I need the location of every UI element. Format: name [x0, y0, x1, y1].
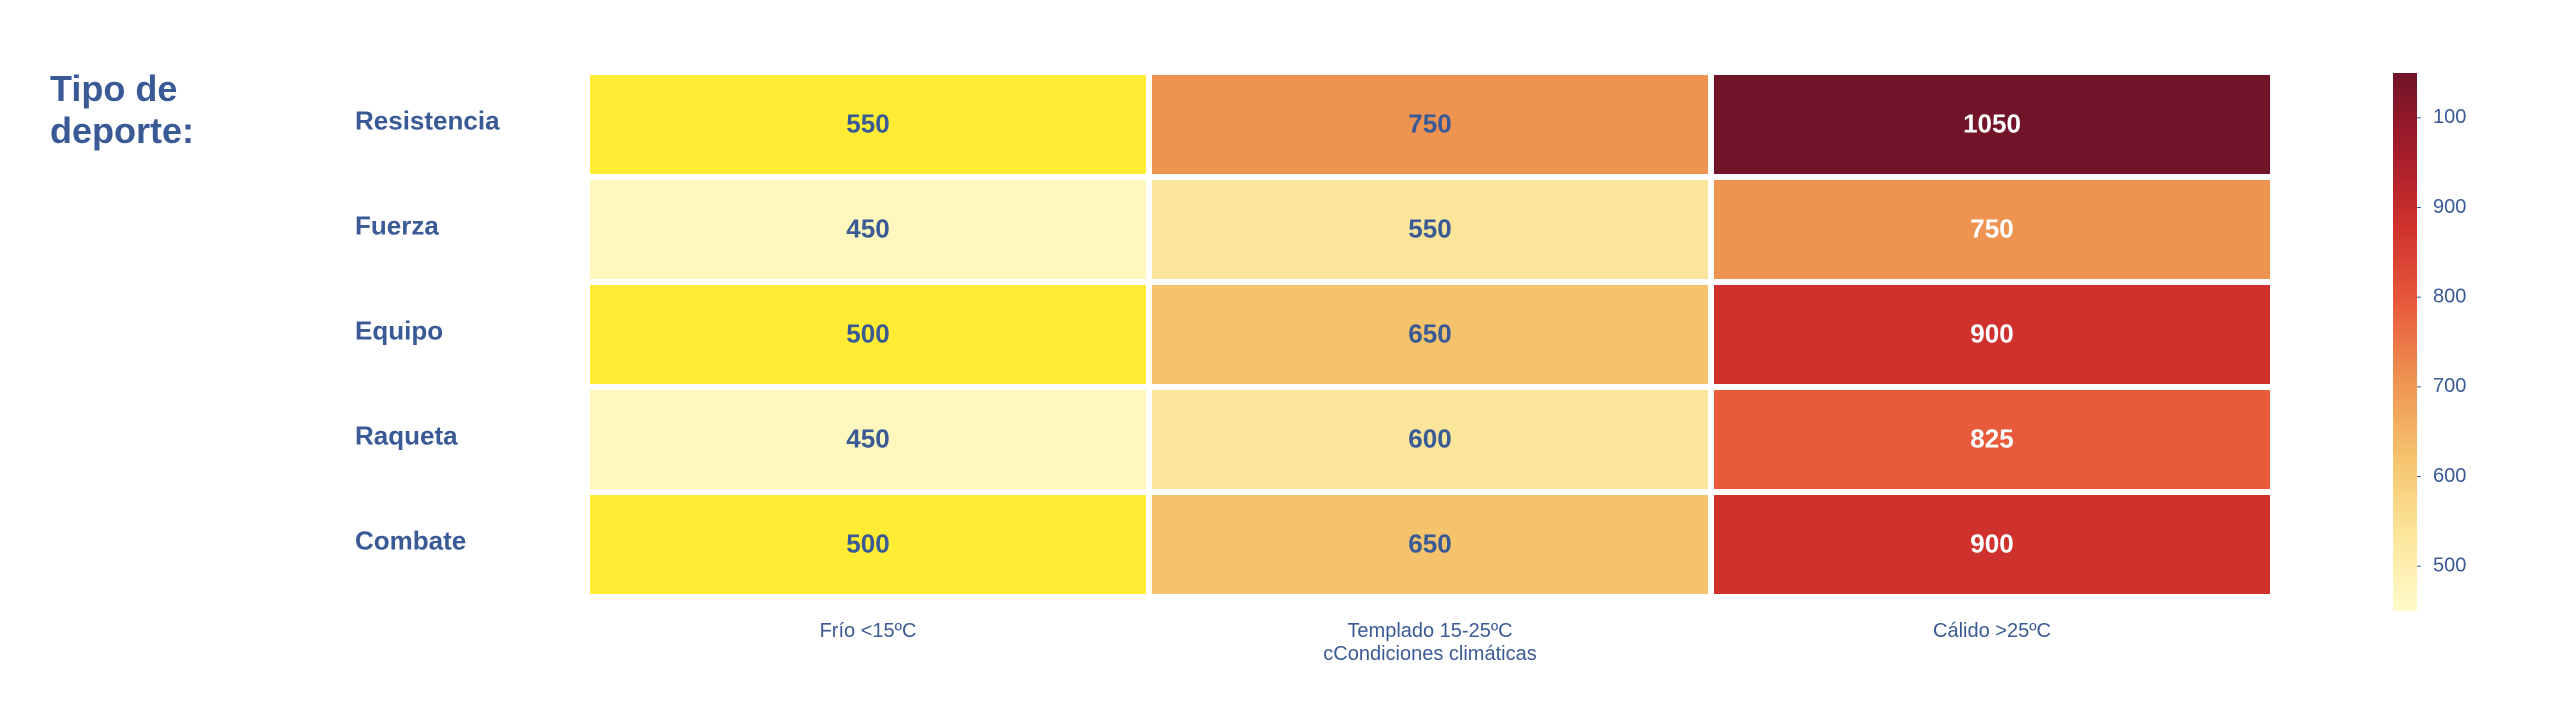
heatmap-cell — [590, 180, 1146, 279]
row-label-equipo: Equipo — [355, 315, 443, 345]
colorbar-tick-label: 100 — [2433, 106, 2466, 128]
row-label-combate: Combate — [355, 525, 466, 555]
heatmap-cell — [590, 75, 1146, 174]
heatmap-cell — [1714, 180, 2270, 279]
row-label-raqueta: Raqueta — [355, 420, 458, 450]
column-label: Cálido >25ºC — [1933, 620, 2051, 642]
colorbar — [2393, 73, 2417, 611]
heatmap-cell — [590, 495, 1146, 594]
heatmap-cell — [1152, 180, 1708, 279]
colorbar-tick-label: 700 — [2433, 375, 2466, 397]
cell-value-label: 825 — [1970, 423, 2013, 453]
colorbar-tick-label: 800 — [2433, 285, 2466, 307]
cell-value-label: 750 — [1970, 213, 2013, 243]
heatmap-cell — [1714, 285, 2270, 384]
heatmap-cell — [590, 390, 1146, 489]
colorbar-tick-label: 600 — [2433, 465, 2466, 487]
heatmap-cell — [1714, 75, 2270, 174]
heatmap-cell — [1152, 75, 1708, 174]
column-label: Frío <15ºC — [820, 620, 917, 642]
cell-value-label: 650 — [1408, 318, 1451, 348]
cell-value-label: 750 — [1408, 108, 1451, 138]
heatmap-cell — [1152, 285, 1708, 384]
cell-value-label: 900 — [1970, 318, 2013, 348]
column-label: Templado 15-25ºC — [1347, 620, 1512, 642]
heatmap-cell — [590, 285, 1146, 384]
cell-value-label: 600 — [1408, 423, 1451, 453]
colorbar-tick-label: 900 — [2433, 196, 2466, 218]
cell-value-label: 500 — [846, 318, 889, 348]
heatmap-cell — [1152, 390, 1708, 489]
cell-value-label: 500 — [846, 528, 889, 558]
row-label-fuerza: Fuerza — [355, 210, 439, 240]
cell-value-label: 550 — [1408, 213, 1451, 243]
heatmap-cell — [1152, 495, 1708, 594]
x-axis-title: cCondiciones climáticas — [1323, 643, 1536, 665]
cell-value-label: 900 — [1970, 528, 2013, 558]
axis-title-tipo-de-deporte: Tipo de deporte: — [50, 68, 194, 151]
cell-value-label: 650 — [1408, 528, 1451, 558]
cell-value-label: 450 — [846, 423, 889, 453]
cell-value-label: 1050 — [1963, 108, 2021, 138]
cell-value-label: 550 — [846, 108, 889, 138]
colorbar-tick-label: 500 — [2433, 554, 2466, 576]
heatmap-cell — [1714, 495, 2270, 594]
row-label-resistencia: Resistencia — [355, 105, 500, 135]
cell-value-label: 450 — [846, 213, 889, 243]
heatmap-cell — [1714, 390, 2270, 489]
